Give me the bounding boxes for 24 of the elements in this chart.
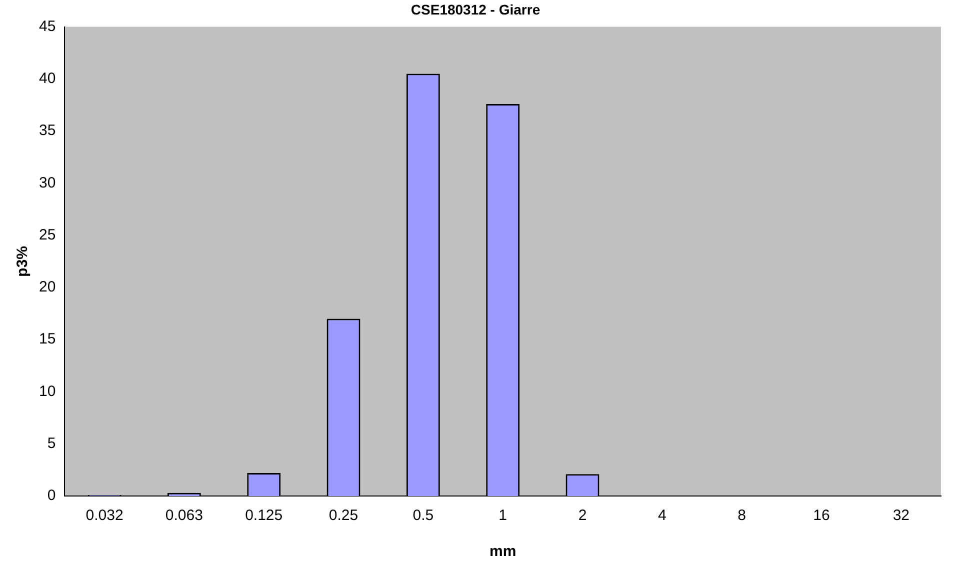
y-tick-label: 15: [38, 330, 56, 348]
x-tick-label: 0.5: [412, 507, 434, 524]
x-tick-label: 0.032: [86, 507, 124, 524]
x-tick-label: 1: [498, 507, 508, 524]
x-axis-title: mm: [490, 543, 516, 560]
y-tick-label: 0: [47, 487, 56, 504]
x-tick-label: 8: [738, 507, 746, 524]
y-tick-label: 45: [38, 18, 56, 35]
y-tick-label: 30: [38, 174, 56, 192]
x-tick-label: 0.25: [328, 507, 358, 524]
x-tick-label: 32: [892, 507, 910, 524]
y-tick-label: 40: [38, 70, 56, 88]
y-tick-label: 5: [47, 435, 56, 452]
x-tick-label: 0.063: [165, 507, 203, 524]
y-tick-label: 25: [38, 226, 56, 244]
x-tick-label: 16: [813, 507, 830, 524]
x-tick-label: 0.125: [245, 507, 283, 524]
y-tick-label: 10: [38, 382, 56, 400]
chart-title: CSE180312 - Giarre: [410, 1, 540, 18]
x-tick-label: 4: [658, 507, 666, 524]
y-axis-title: p3%: [14, 246, 32, 277]
x-tick-label: 2: [578, 507, 587, 524]
y-tick-label: 35: [38, 122, 56, 140]
y-tick-label: 20: [38, 278, 56, 296]
